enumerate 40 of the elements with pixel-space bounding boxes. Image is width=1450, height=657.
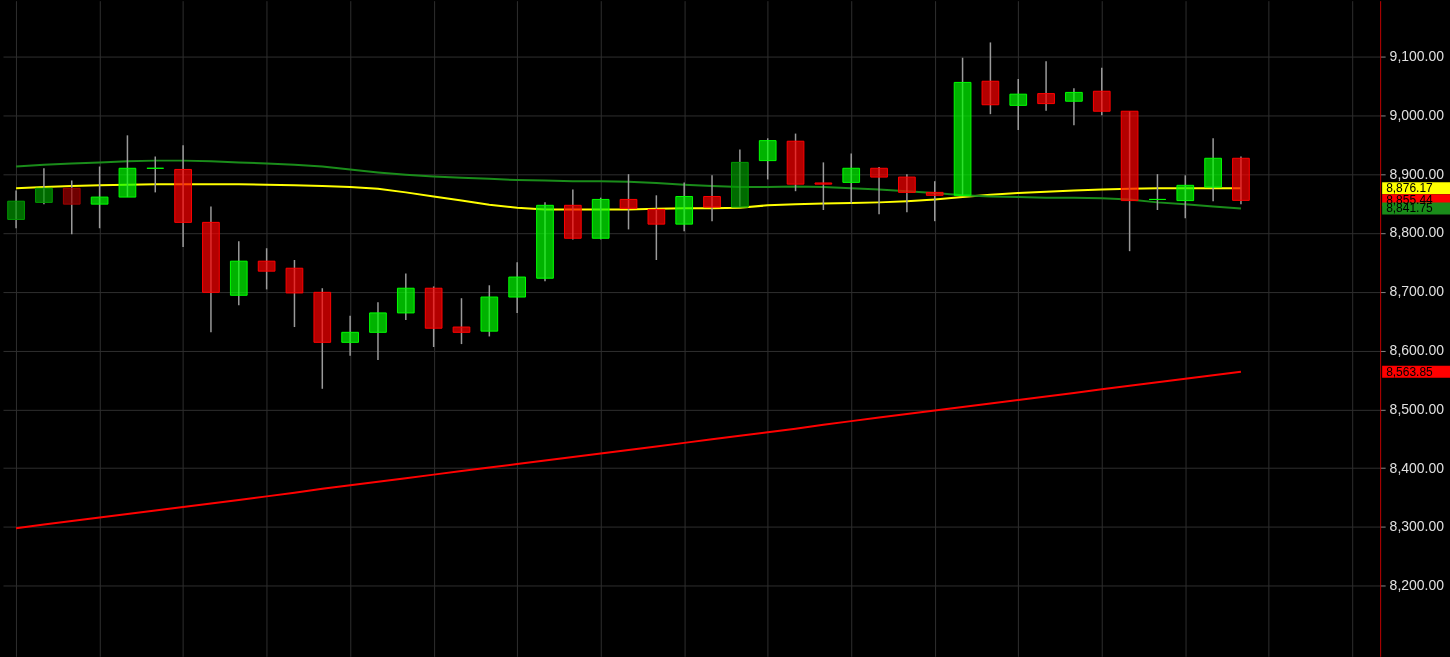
candlestick <box>341 315 359 357</box>
y-tick-label: 8,900.00 <box>1389 165 1445 182</box>
candlestick <box>508 261 527 314</box>
candlestick <box>1065 87 1083 127</box>
y-tick-label: 8,400.00 <box>1389 459 1445 476</box>
candlestick <box>870 166 888 215</box>
candlestick <box>1092 66 1111 117</box>
candlestick <box>35 167 53 205</box>
y-tick-label: 8,500.00 <box>1389 400 1445 417</box>
candlestick <box>1176 174 1195 219</box>
candlestick <box>814 161 833 211</box>
candlestick <box>257 247 276 291</box>
candlestick <box>925 180 944 222</box>
y-tick-label: 8,200.00 <box>1389 577 1445 594</box>
candlestick <box>619 173 638 231</box>
candlestick <box>62 179 81 235</box>
candlestick <box>146 155 165 194</box>
y-tick-label: 8,600.00 <box>1389 342 1445 359</box>
text: 8,876.17 <box>1386 181 1434 196</box>
candlestick <box>1037 60 1055 112</box>
y-tick-label: 8,300.00 <box>1389 518 1445 535</box>
candlestick <box>703 174 721 222</box>
candlestick <box>981 41 1000 115</box>
candlestick <box>1009 78 1028 131</box>
y-tick-label: 8,700.00 <box>1389 283 1445 300</box>
candlestick <box>452 297 471 345</box>
y-tick-label: 9,100.00 <box>1389 48 1445 65</box>
candlestick <box>7 189 25 229</box>
line-series <box>15 370 1242 530</box>
y-tick-label: 8,800.00 <box>1389 224 1445 241</box>
candlestick <box>842 152 861 205</box>
candlestick <box>90 165 109 229</box>
candlestick <box>647 194 666 261</box>
y-tick-label: 9,000.00 <box>1389 106 1445 123</box>
line-series <box>15 159 1242 210</box>
text: 8,563.85 <box>1386 364 1434 379</box>
candlestick <box>369 301 387 361</box>
candlestick <box>898 173 916 214</box>
candlestick <box>1148 173 1167 211</box>
candlestick <box>758 137 777 181</box>
